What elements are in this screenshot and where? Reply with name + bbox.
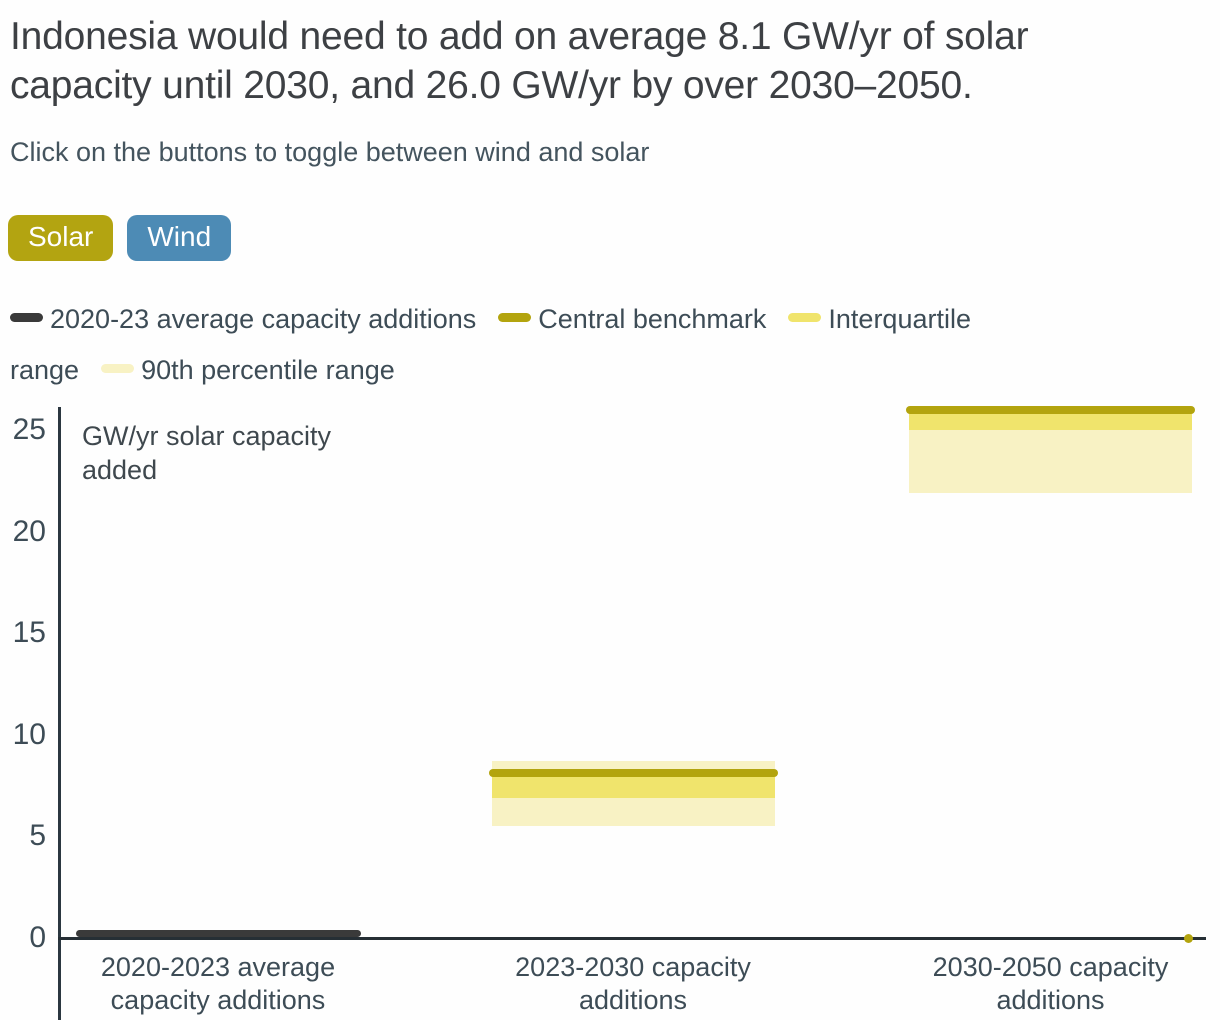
legend: 2020-23 average capacity additions Centra… xyxy=(10,294,1030,396)
legend-label: Interquartile range xyxy=(10,304,971,385)
toggle-button-row: Solar Wind xyxy=(8,215,232,261)
chart-title: Indonesia would need to add on average 8… xyxy=(10,15,1029,107)
y-axis-title-line: GW/yr solar capacity xyxy=(82,421,332,451)
interquartile-range-band xyxy=(909,409,1192,430)
x-category-label-line: 2030-2050 capacity xyxy=(932,952,1169,982)
legend-swatch-icon xyxy=(101,364,135,373)
legend-label: Central benchmark xyxy=(538,304,767,334)
legend-swatch-icon xyxy=(498,313,532,322)
legend-item-3: 90th percentile range xyxy=(101,355,395,385)
x-category-label: 2023-2030 capacity additions xyxy=(473,951,793,1017)
y-tick-label: 15 xyxy=(12,616,46,650)
chart-subtitle: Click on the buttons to toggle between w… xyxy=(10,137,650,167)
x-category-label-line: 2020-2023 average xyxy=(100,952,336,982)
benchmark-zero-dot-marker xyxy=(1184,933,1193,943)
legend-label: 90th percentile range xyxy=(141,355,395,385)
solar-toggle-button[interactable]: Solar xyxy=(8,215,114,261)
x-category-label-line: capacity additions xyxy=(110,985,326,1015)
y-axis-title-line: added xyxy=(82,455,158,485)
legend-item-0: 2020-23 average capacity additions xyxy=(10,304,476,334)
y-tick-label: 10 xyxy=(12,717,46,751)
central-benchmark-line xyxy=(488,769,778,778)
y-tick-label: 25 xyxy=(12,412,46,446)
central-benchmark-line xyxy=(906,405,1195,414)
x-category-label: 2030-2050 capacity additions xyxy=(891,951,1211,1017)
x-category-label-line: additions xyxy=(996,985,1105,1015)
x-axis-line xyxy=(58,936,1206,940)
legend-swatch-icon xyxy=(788,313,822,322)
wind-toggle-button[interactable]: Wind xyxy=(127,215,232,261)
historical-average-line xyxy=(75,930,361,938)
x-category-label-line: additions xyxy=(578,985,688,1015)
legend-swatch-icon xyxy=(10,313,43,322)
y-axis-line xyxy=(58,407,61,1020)
y-tick-label: 5 xyxy=(29,819,46,853)
x-category-label: 2020-2023 average capacity additions xyxy=(58,951,378,1017)
y-axis-title: GW/yr solar capacity added xyxy=(82,419,331,487)
y-tick-label: 20 xyxy=(12,514,46,548)
x-category-label-line: 2023-2030 capacity xyxy=(515,952,751,982)
y-tick-label: 0 xyxy=(29,921,46,954)
chart-area: GW/yr solar capacity added 0 5 10 15 20 25 2020… xyxy=(0,395,1220,1020)
legend-label: 2020-23 average capacity additions xyxy=(50,304,477,334)
legend-item-1: Central benchmark xyxy=(498,304,766,334)
legend-item-2: Interquartile range xyxy=(10,304,971,385)
